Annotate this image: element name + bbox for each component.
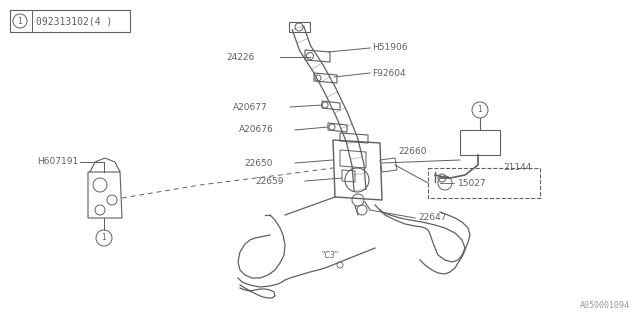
Text: F92604: F92604 bbox=[372, 68, 406, 77]
Text: 15027: 15027 bbox=[458, 179, 486, 188]
Text: 21144: 21144 bbox=[503, 164, 531, 172]
Text: 1: 1 bbox=[18, 17, 22, 26]
Text: H607191: H607191 bbox=[36, 157, 78, 166]
Text: 22659: 22659 bbox=[255, 177, 284, 186]
Text: "C3": "C3" bbox=[321, 251, 339, 260]
Text: 092313102(4 ): 092313102(4 ) bbox=[36, 16, 113, 26]
Text: A20677: A20677 bbox=[233, 102, 268, 111]
Text: 1: 1 bbox=[477, 106, 483, 115]
Text: 1: 1 bbox=[102, 234, 106, 243]
Text: A20676: A20676 bbox=[239, 125, 274, 134]
Text: 22647: 22647 bbox=[418, 213, 446, 222]
Text: A050001094: A050001094 bbox=[580, 301, 630, 310]
Text: 22660: 22660 bbox=[398, 148, 426, 156]
Text: 24226: 24226 bbox=[227, 52, 255, 61]
Text: 22650: 22650 bbox=[244, 158, 273, 167]
Text: H51906: H51906 bbox=[372, 44, 408, 52]
